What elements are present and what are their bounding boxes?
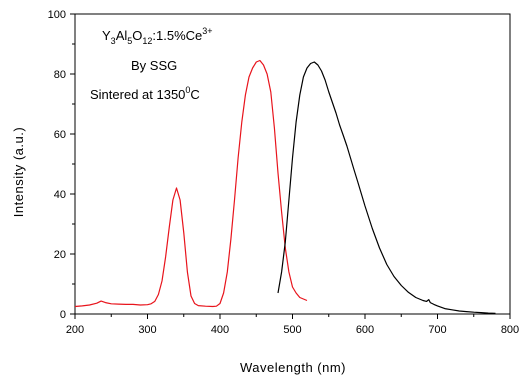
series-layer (74, 59, 496, 314)
x-tick-label: 300 (138, 324, 156, 336)
y-tick-label: 80 (54, 69, 66, 81)
ticks: 200 300 400 500 600 700 800 0 20 40 60 80 100 (48, 9, 520, 336)
x-tick-label: 400 (211, 324, 229, 336)
annotation-sinter: Sintered at 13500C (90, 85, 200, 102)
series-line-1 (74, 59, 308, 308)
compound-prefix: Y (102, 28, 111, 43)
compound-sub3: 12 (142, 36, 152, 46)
y-tick-label: 0 (60, 309, 66, 321)
annotation-method: By SSG (131, 58, 177, 73)
compound-sup: 3+ (202, 26, 212, 36)
compound-el3: O (132, 28, 142, 43)
x-tick-label: 600 (356, 324, 374, 336)
y-axis-title: Intensity (a.u.) (11, 127, 26, 217)
y-tick-label: 40 (54, 189, 66, 201)
compound-el2: Al (116, 28, 128, 43)
x-tick-label: 200 (66, 324, 84, 336)
y-tick-label: 20 (54, 249, 66, 261)
annotation-compound: Y3Al5O12:1.5%Ce3+ (102, 26, 213, 46)
y-tick-label: 60 (54, 129, 66, 141)
compound-sub1: 3 (111, 36, 116, 46)
x-tick-label: 800 (501, 324, 519, 336)
x-tick-label: 500 (283, 324, 301, 336)
y-tick-label: 100 (48, 9, 66, 21)
x-tick-label: 700 (428, 324, 446, 336)
compound-sub2: 5 (127, 36, 132, 46)
sinter-sup: 0 (185, 85, 190, 95)
x-axis-title: Wavelength (nm) (240, 360, 346, 375)
sinter-text: Sintered at 1350 (90, 87, 185, 102)
sinter-unit: C (190, 87, 199, 102)
series-line-2 (277, 61, 496, 314)
compound-dopant: :1.5%Ce (152, 28, 202, 43)
